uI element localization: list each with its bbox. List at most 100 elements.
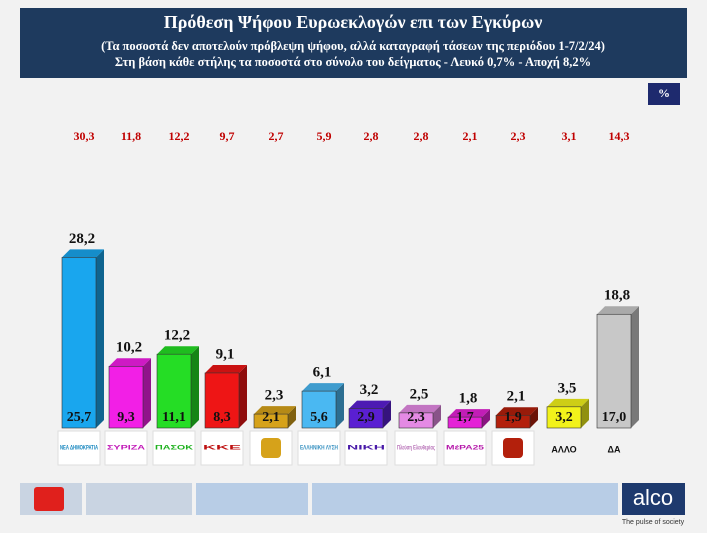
bar-side <box>433 404 441 428</box>
bar-side <box>239 364 247 428</box>
bar <box>301 390 337 429</box>
x-tick-label: ΜέΡΑ25 <box>446 446 485 452</box>
previous-label: 2,8 <box>414 129 429 143</box>
previous-label: 2,7 <box>269 129 284 143</box>
party-logo <box>344 430 388 466</box>
bar <box>61 257 97 429</box>
bar-side <box>482 409 490 428</box>
party-logo <box>152 430 196 466</box>
bar-side <box>581 398 589 428</box>
x-tick-label: ΑΛΛΟ <box>551 444 576 454</box>
unit-label: % <box>658 86 670 100</box>
data-label-base: 8,3 <box>213 410 231 425</box>
data-label-base: 3,2 <box>555 410 573 425</box>
data-label-base: 11,1 <box>162 410 186 425</box>
data-label: 9,1 <box>216 346 235 362</box>
previous-label: 5,9 <box>317 129 332 143</box>
previous-label: 12,2 <box>169 129 190 143</box>
data-label: 12,2 <box>164 328 190 344</box>
data-label-base: 17,0 <box>602 410 627 425</box>
previous-label: 2,8 <box>364 129 379 143</box>
bar-side <box>383 400 391 428</box>
footer-block <box>196 483 308 515</box>
bar-side <box>96 249 104 428</box>
footer-block <box>86 483 192 515</box>
data-label-base: 9,3 <box>117 410 135 425</box>
previous-label: 30,3 <box>74 129 95 143</box>
data-label: 28,2 <box>69 231 95 247</box>
bar-top <box>448 409 490 418</box>
bar-top <box>349 400 391 409</box>
bar-top <box>254 406 296 415</box>
data-label: 2,3 <box>265 388 284 404</box>
bar <box>108 365 144 429</box>
data-label: 2,1 <box>507 389 526 405</box>
chart-subtitle: (Τα ποσοστά δεν αποτελούν πρόβλεψη ψήφου… <box>101 39 605 53</box>
party-logo-mark <box>261 438 281 458</box>
data-label-base: 25,7 <box>67 410 92 425</box>
bar <box>546 406 582 429</box>
bar-top <box>302 383 344 392</box>
data-label-base: 1,7 <box>456 410 474 425</box>
data-label: 6,1 <box>313 365 332 381</box>
bar-top <box>547 398 589 407</box>
party-logo <box>200 430 244 466</box>
party-logo <box>57 430 101 466</box>
data-label: 3,2 <box>360 382 379 398</box>
data-label: 2,5 <box>410 386 429 402</box>
x-tick-label: ΔΑ <box>608 444 621 454</box>
x-tick-label: Πλεύση Ελευθερίας <box>397 446 435 452</box>
previous-label: 3,1 <box>562 129 577 143</box>
x-tick-label: ΕΛΛΗΝΙΚΗ ΛΥΣΗ <box>300 446 338 452</box>
bar <box>348 408 384 429</box>
x-tick-label: ΝΕΑ ΔΗΜΟΚΡΑΤΙΑ <box>60 446 98 452</box>
data-label-base: 1,9 <box>504 410 522 425</box>
x-tick-label: ΝΙΚΗ <box>347 446 385 452</box>
bar <box>156 353 192 429</box>
previous-label: 11,8 <box>121 129 141 143</box>
data-label: 18,8 <box>604 288 630 304</box>
party-logo <box>297 430 341 466</box>
bar <box>253 413 289 429</box>
data-label-base: 2,9 <box>357 410 375 425</box>
previous-label: 2,3 <box>511 129 526 143</box>
bar-top <box>205 364 247 373</box>
bar-top <box>62 249 104 258</box>
x-tick-label: ΚΚΕ <box>203 446 241 452</box>
data-label-base: 2,1 <box>262 410 280 425</box>
data-label: 1,8 <box>459 391 478 407</box>
x-tick-label: ΣΥΡΙΖΑ <box>107 446 146 452</box>
party-logo <box>104 430 148 466</box>
previous-label: 9,7 <box>220 129 235 143</box>
footer-block <box>312 483 618 515</box>
header-band <box>20 8 687 78</box>
bar-top <box>109 358 151 367</box>
brand-box <box>622 483 685 515</box>
bar <box>596 313 632 429</box>
bar-side <box>336 383 344 428</box>
bar-side <box>631 306 639 428</box>
previous-label: 2,1 <box>463 129 478 143</box>
brand-tagline: The pulse of society <box>622 519 685 526</box>
bar-top <box>597 306 639 315</box>
bar-side <box>191 346 199 428</box>
previous-label: 14,3 <box>609 129 630 143</box>
channel-logo <box>34 487 64 511</box>
party-logo <box>394 430 438 466</box>
bar <box>204 372 240 429</box>
data-label-base: 2,3 <box>407 410 425 425</box>
bar <box>447 416 483 429</box>
bar-side <box>143 358 151 428</box>
bar-top <box>399 404 441 413</box>
bar-side <box>530 407 538 428</box>
data-label-base: 5,6 <box>310 410 328 425</box>
party-logo <box>443 430 487 466</box>
bar <box>398 412 434 429</box>
party-logo-mark <box>503 438 523 458</box>
bar-side <box>288 406 296 428</box>
brand-name: alco <box>633 485 673 510</box>
data-label: 3,5 <box>558 380 577 396</box>
unit-box <box>648 83 680 105</box>
